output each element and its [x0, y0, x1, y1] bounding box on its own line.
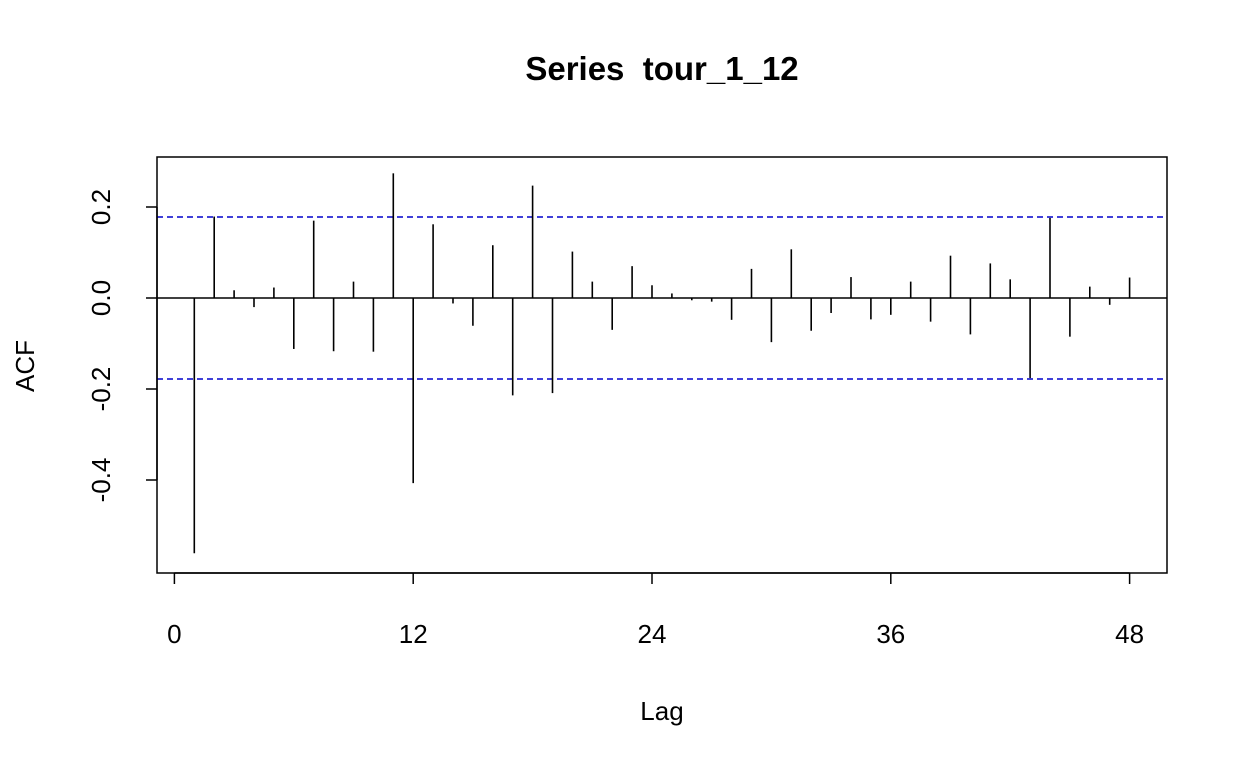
y-axis-label: ACF: [10, 340, 40, 392]
y-tick-label-0: -0.4: [86, 458, 116, 503]
x-tick-label-36: 36: [876, 619, 905, 649]
plot-frame: [156, 156, 1168, 574]
y-axis: -0.4 -0.2 0.0 0.2: [86, 189, 158, 503]
y-tick-label-2: 0.0: [86, 280, 116, 316]
y-tick-label-3: 0.2: [86, 189, 116, 225]
x-axis: 0 12 24 36 48: [167, 572, 1144, 649]
x-tick-label-0: 0: [167, 619, 181, 649]
y-tick-label-1: -0.2: [86, 367, 116, 412]
x-axis-label: Lag: [640, 696, 683, 726]
x-tick-label-24: 24: [638, 619, 667, 649]
acf-bars: [193, 173, 1131, 554]
x-tick-label-48: 48: [1115, 619, 1144, 649]
confidence-bounds: [157, 216, 1167, 380]
chart-title: Series tour_1_12: [525, 50, 798, 87]
x-tick-label-12: 12: [399, 619, 428, 649]
